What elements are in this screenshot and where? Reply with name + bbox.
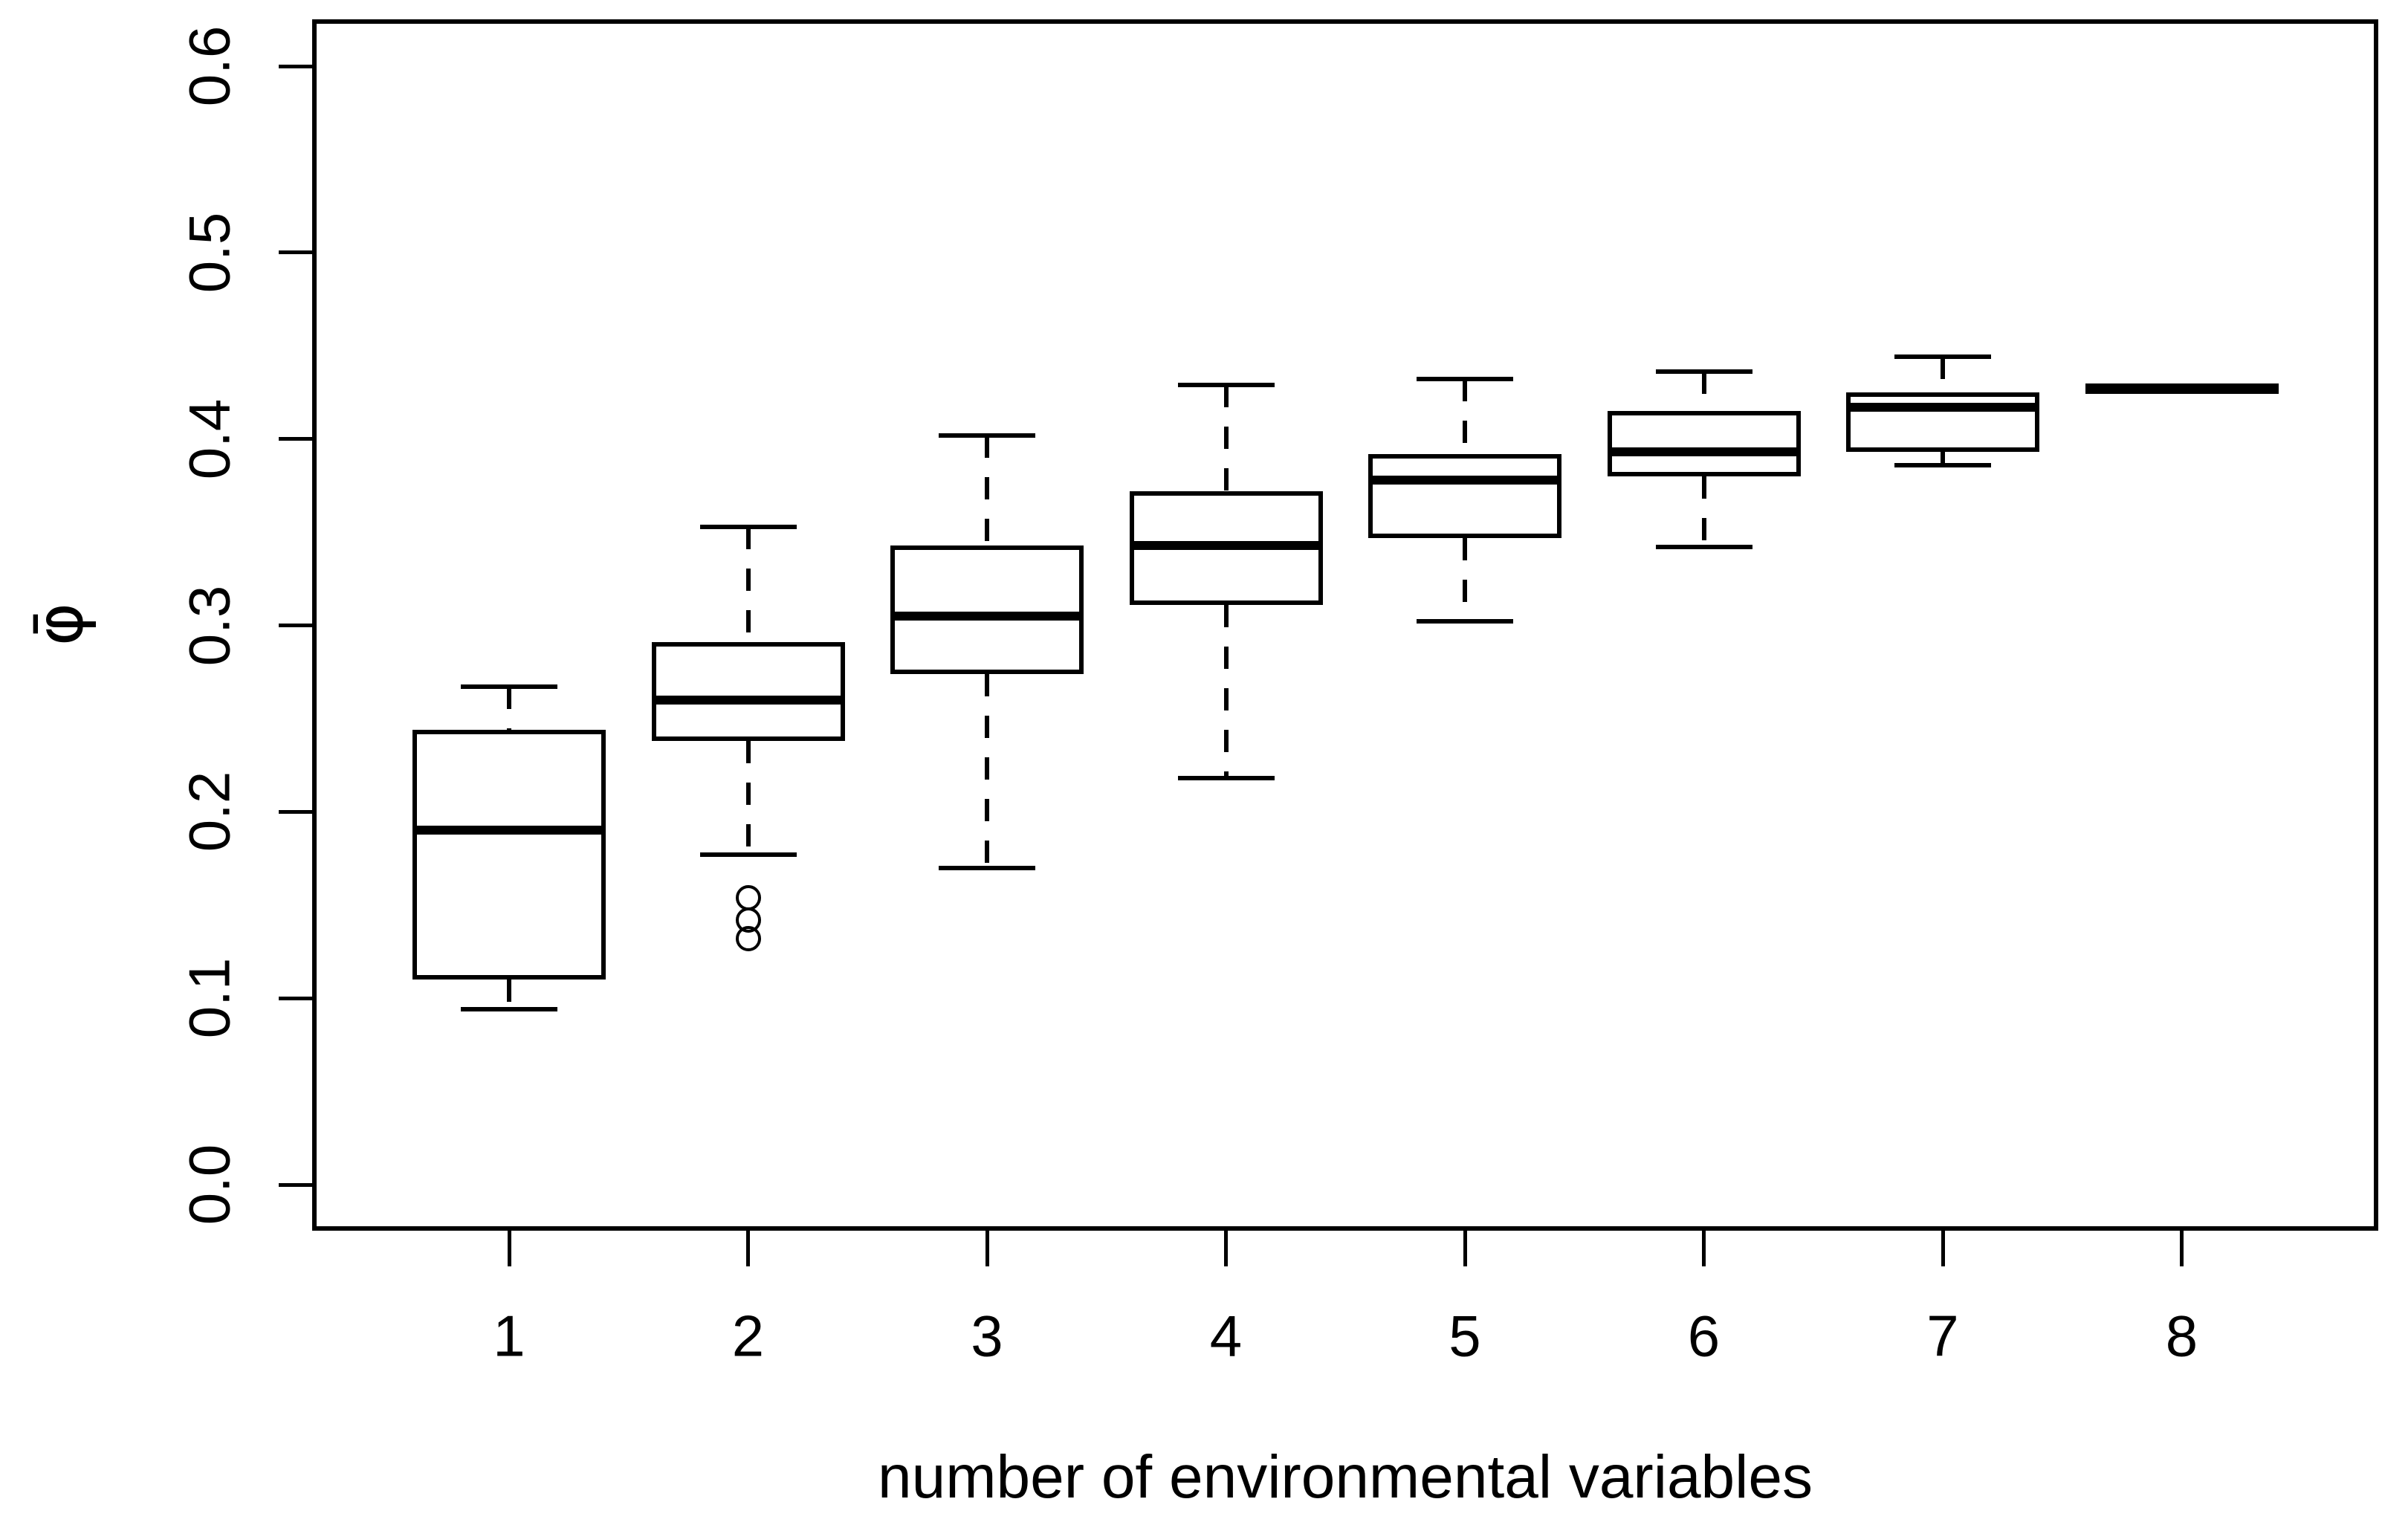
whisker-upper-cap-3 (939, 433, 1035, 438)
x-tick-label-1: 1 (493, 1303, 525, 1369)
whisker-upper-cap-1 (461, 684, 557, 690)
whisker-lower-6 (1701, 476, 1706, 548)
whisker-upper-cap-7 (1894, 354, 1991, 360)
x-tick-8 (2180, 1231, 2184, 1266)
whisker-lower-cap-7 (1894, 462, 1991, 467)
y-tick-0.6 (279, 64, 312, 68)
y-axis-title: φ̄ (21, 602, 98, 647)
x-tick-label-2: 2 (731, 1303, 765, 1369)
whisker-lower-cap-4 (1177, 776, 1275, 781)
whisker-lower-cap-3 (939, 865, 1035, 870)
outlier-2-3 (735, 925, 761, 951)
y-tick-label-0.0: 0.0 (176, 1144, 242, 1225)
whisker-upper-5 (1463, 379, 1467, 454)
box-7 (1846, 392, 2039, 453)
box-1 (412, 729, 606, 980)
y-tick-label-0.4: 0.4 (176, 398, 242, 479)
whisker-upper-cap-4 (1177, 382, 1275, 387)
x-tick-2 (746, 1231, 750, 1266)
y-tick-0.1 (279, 996, 312, 1000)
x-tick-label-5: 5 (1449, 1303, 1481, 1369)
x-tick-label-6: 6 (1687, 1303, 1721, 1369)
x-tick-5 (1463, 1231, 1467, 1266)
whisker-upper-cap-6 (1655, 369, 1752, 375)
whisker-lower-3 (985, 673, 989, 868)
y-tick-0.0 (279, 1182, 312, 1187)
x-axis-title: number of environmental variables (878, 1443, 1813, 1511)
x-tick-6 (1702, 1231, 1706, 1266)
x-tick-label-3: 3 (971, 1303, 1003, 1369)
whisker-lower-4 (1223, 604, 1229, 779)
whisker-lower-cap-6 (1655, 545, 1752, 550)
whisker-upper-7 (1941, 357, 1945, 392)
whisker-lower-1 (507, 980, 511, 1010)
y-tick-0.4 (279, 437, 312, 441)
median-line-7 (1846, 403, 2039, 412)
y-tick-label-0.3: 0.3 (176, 585, 242, 666)
y-tick-0.2 (279, 809, 312, 814)
x-tick-label-4: 4 (1209, 1303, 1243, 1369)
whisker-upper-3 (985, 435, 989, 545)
median-line-2 (651, 695, 845, 705)
box-6 (1607, 411, 1801, 476)
whisker-lower-7 (1941, 452, 1945, 465)
x-tick-7 (1941, 1231, 1945, 1266)
x-tick-3 (985, 1231, 989, 1266)
whisker-lower-5 (1463, 537, 1467, 622)
x-tick-1 (507, 1231, 511, 1266)
x-tick-4 (1224, 1231, 1228, 1266)
box-2 (651, 642, 845, 741)
y-tick-0.3 (279, 624, 312, 627)
whisker-upper-cap-2 (699, 524, 797, 529)
median-line-1 (412, 826, 606, 835)
whisker-upper-cap-5 (1417, 377, 1513, 382)
y-tick-label-0.2: 0.2 (176, 771, 242, 852)
median-line-6 (1607, 447, 1801, 457)
box-5 (1368, 453, 1561, 538)
whisker-lower-cap-1 (461, 1007, 557, 1012)
x-tick-label-7: 7 (1926, 1303, 1959, 1369)
y-tick-0.5 (279, 250, 312, 255)
plot-area (312, 19, 2378, 1231)
y-tick-label-0.1: 0.1 (176, 957, 242, 1039)
y-tick-label-0.5: 0.5 (176, 212, 242, 294)
whisker-lower-2 (745, 741, 751, 855)
y-tick-label-0.6: 0.6 (176, 25, 242, 107)
median-line-4 (1129, 540, 1323, 550)
whisker-upper-2 (745, 526, 751, 643)
median-line-5 (1368, 475, 1561, 485)
box-3 (890, 545, 1084, 674)
whisker-lower-cap-2 (699, 852, 797, 858)
whisker-lower-cap-5 (1417, 619, 1513, 624)
outlier-2-1 (735, 884, 761, 910)
whisker-upper-6 (1701, 372, 1706, 412)
whisker-upper-1 (507, 687, 511, 730)
median-line-8 (2085, 383, 2279, 394)
median-line-3 (890, 611, 1084, 621)
x-tick-label-8: 8 (2165, 1303, 2198, 1369)
whisker-upper-4 (1223, 384, 1229, 491)
